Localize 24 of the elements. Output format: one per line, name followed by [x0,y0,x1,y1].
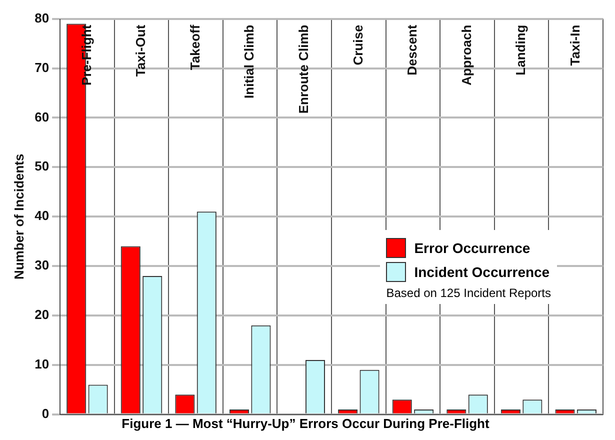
annotation: Based on 125 Incident Reports [386,286,551,300]
y-tick-label: 50 [34,158,50,174]
x-tick-label: Descent [404,24,420,76]
y-tick-label: 70 [34,60,50,75]
legend-label: Incident Occurrence [414,264,550,280]
text: Figure 1 — Most “Hurry-Up” Errors Occur During Pre-Flight [122,416,490,431]
x-tick-label: Taxi-Out [133,24,148,77]
legend-label: Error Occurrence [414,240,530,256]
y-tick-label: 20 [34,307,50,322]
y-tick-label: 80 [34,10,50,26]
x-tick-label: Pre-Flight [78,24,94,86]
x-tick-label: Initial Climb [242,24,257,98]
y-tick-label: 30 [34,258,50,273]
y-tick-label: 60 [34,109,50,124]
y-tick-label: 40 [34,208,50,224]
x-tick-label: Taxi-In [567,24,582,66]
y-tick-label: 0 [42,406,50,421]
y-tick-label: 10 [34,356,50,372]
x-tick-label: Landing [513,24,528,76]
x-tick-label: Enroute Climb [296,24,311,114]
x-tick-label: Cruise [350,24,366,66]
x-tick-label: Approach [458,24,474,86]
y-axis-title: Number of Incidents [11,154,26,280]
x-tick-label: Takeoff [187,24,202,70]
